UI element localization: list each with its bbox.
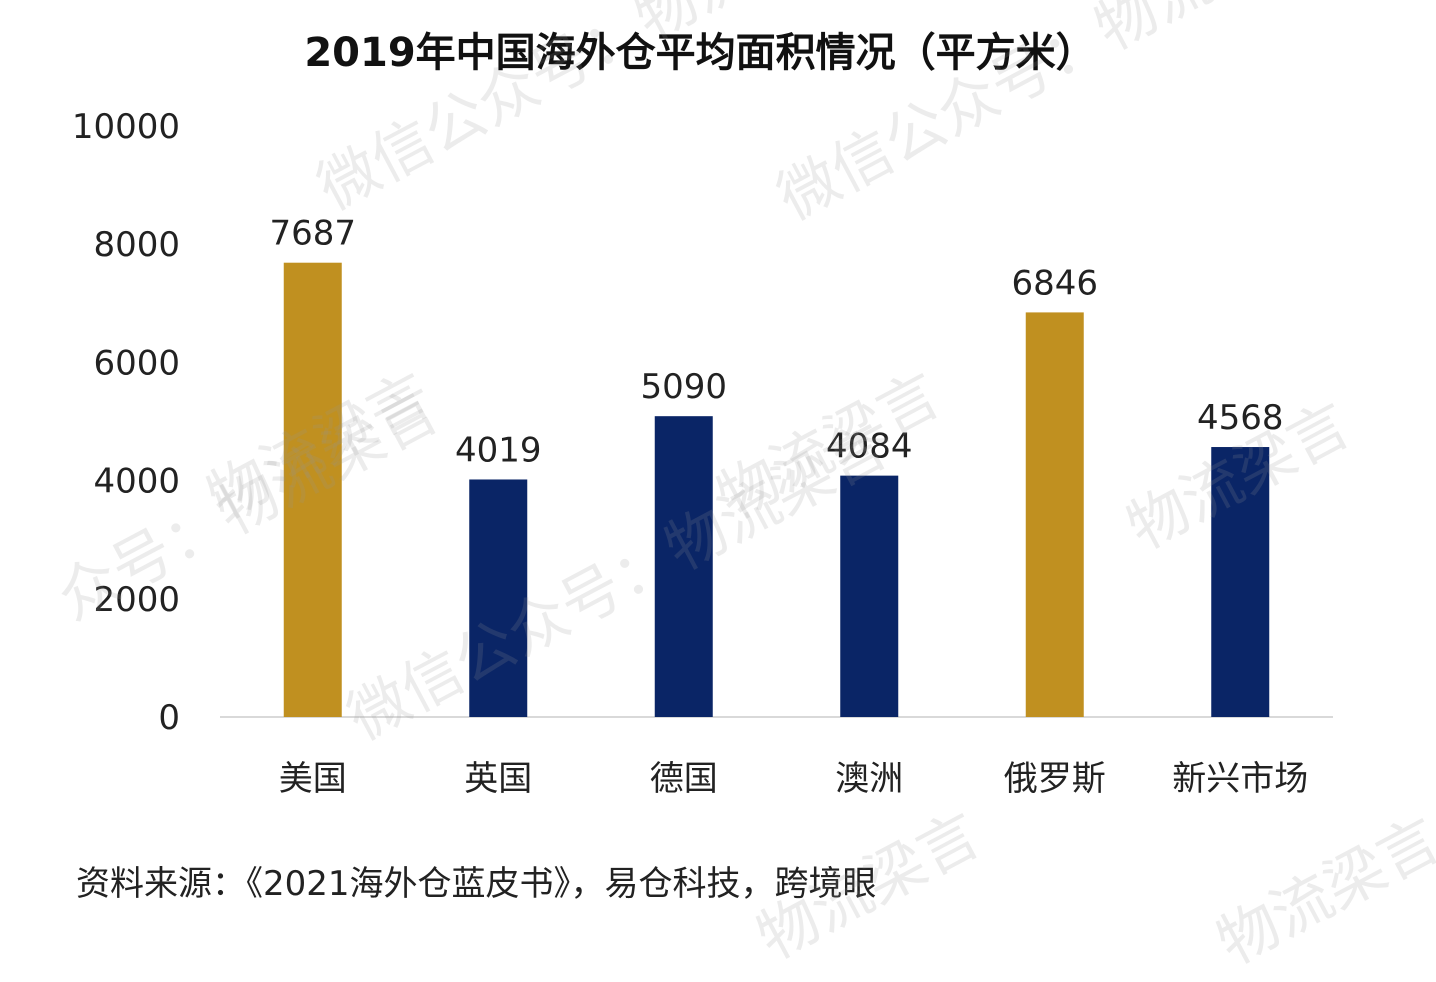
bars-group <box>283 262 1270 717</box>
y-axis-ticks: 0 2000 4000 6000 8000 10000 <box>72 107 180 738</box>
y-tick-label: 10000 <box>72 107 180 147</box>
y-tick-label: 4000 <box>93 462 180 502</box>
category-labels-group: 美国 英国 德国 澳洲 俄罗斯 新兴市场 <box>279 759 1309 799</box>
y-tick-label: 6000 <box>93 343 180 383</box>
data-labels-group: 7687 4019 5090 4084 6846 4568 <box>269 214 1283 471</box>
bar <box>283 262 342 717</box>
bar-chart: 0 2000 4000 6000 8000 10000 7687 4019 5090 4084 6… <box>72 107 1333 799</box>
y-tick-label: 2000 <box>93 580 180 620</box>
data-label: 5090 <box>640 367 727 407</box>
category-label: 俄罗斯 <box>1004 759 1106 799</box>
data-label: 4019 <box>455 430 542 470</box>
data-label: 4568 <box>1197 398 1284 438</box>
category-label: 新兴市场 <box>1172 759 1308 799</box>
category-label: 澳洲 <box>835 759 903 799</box>
data-label: 4084 <box>826 427 913 467</box>
category-label: 德国 <box>650 759 718 799</box>
bar <box>840 475 899 717</box>
bar <box>1025 312 1084 717</box>
category-label: 英国 <box>464 759 532 799</box>
bar <box>1211 447 1270 717</box>
data-label: 6846 <box>1011 263 1098 303</box>
bar <box>654 416 713 717</box>
source-note: 资料来源：《2021海外仓蓝皮书》，易仓科技，跨境眼 <box>76 864 877 904</box>
y-tick-label: 8000 <box>93 225 180 265</box>
y-tick-label: 0 <box>158 698 180 738</box>
data-label: 7687 <box>269 214 356 254</box>
category-label: 美国 <box>279 759 347 799</box>
bar <box>469 479 528 717</box>
chart-title: 2019年中国海外仓平均面积情况（平方米） <box>304 30 1096 76</box>
